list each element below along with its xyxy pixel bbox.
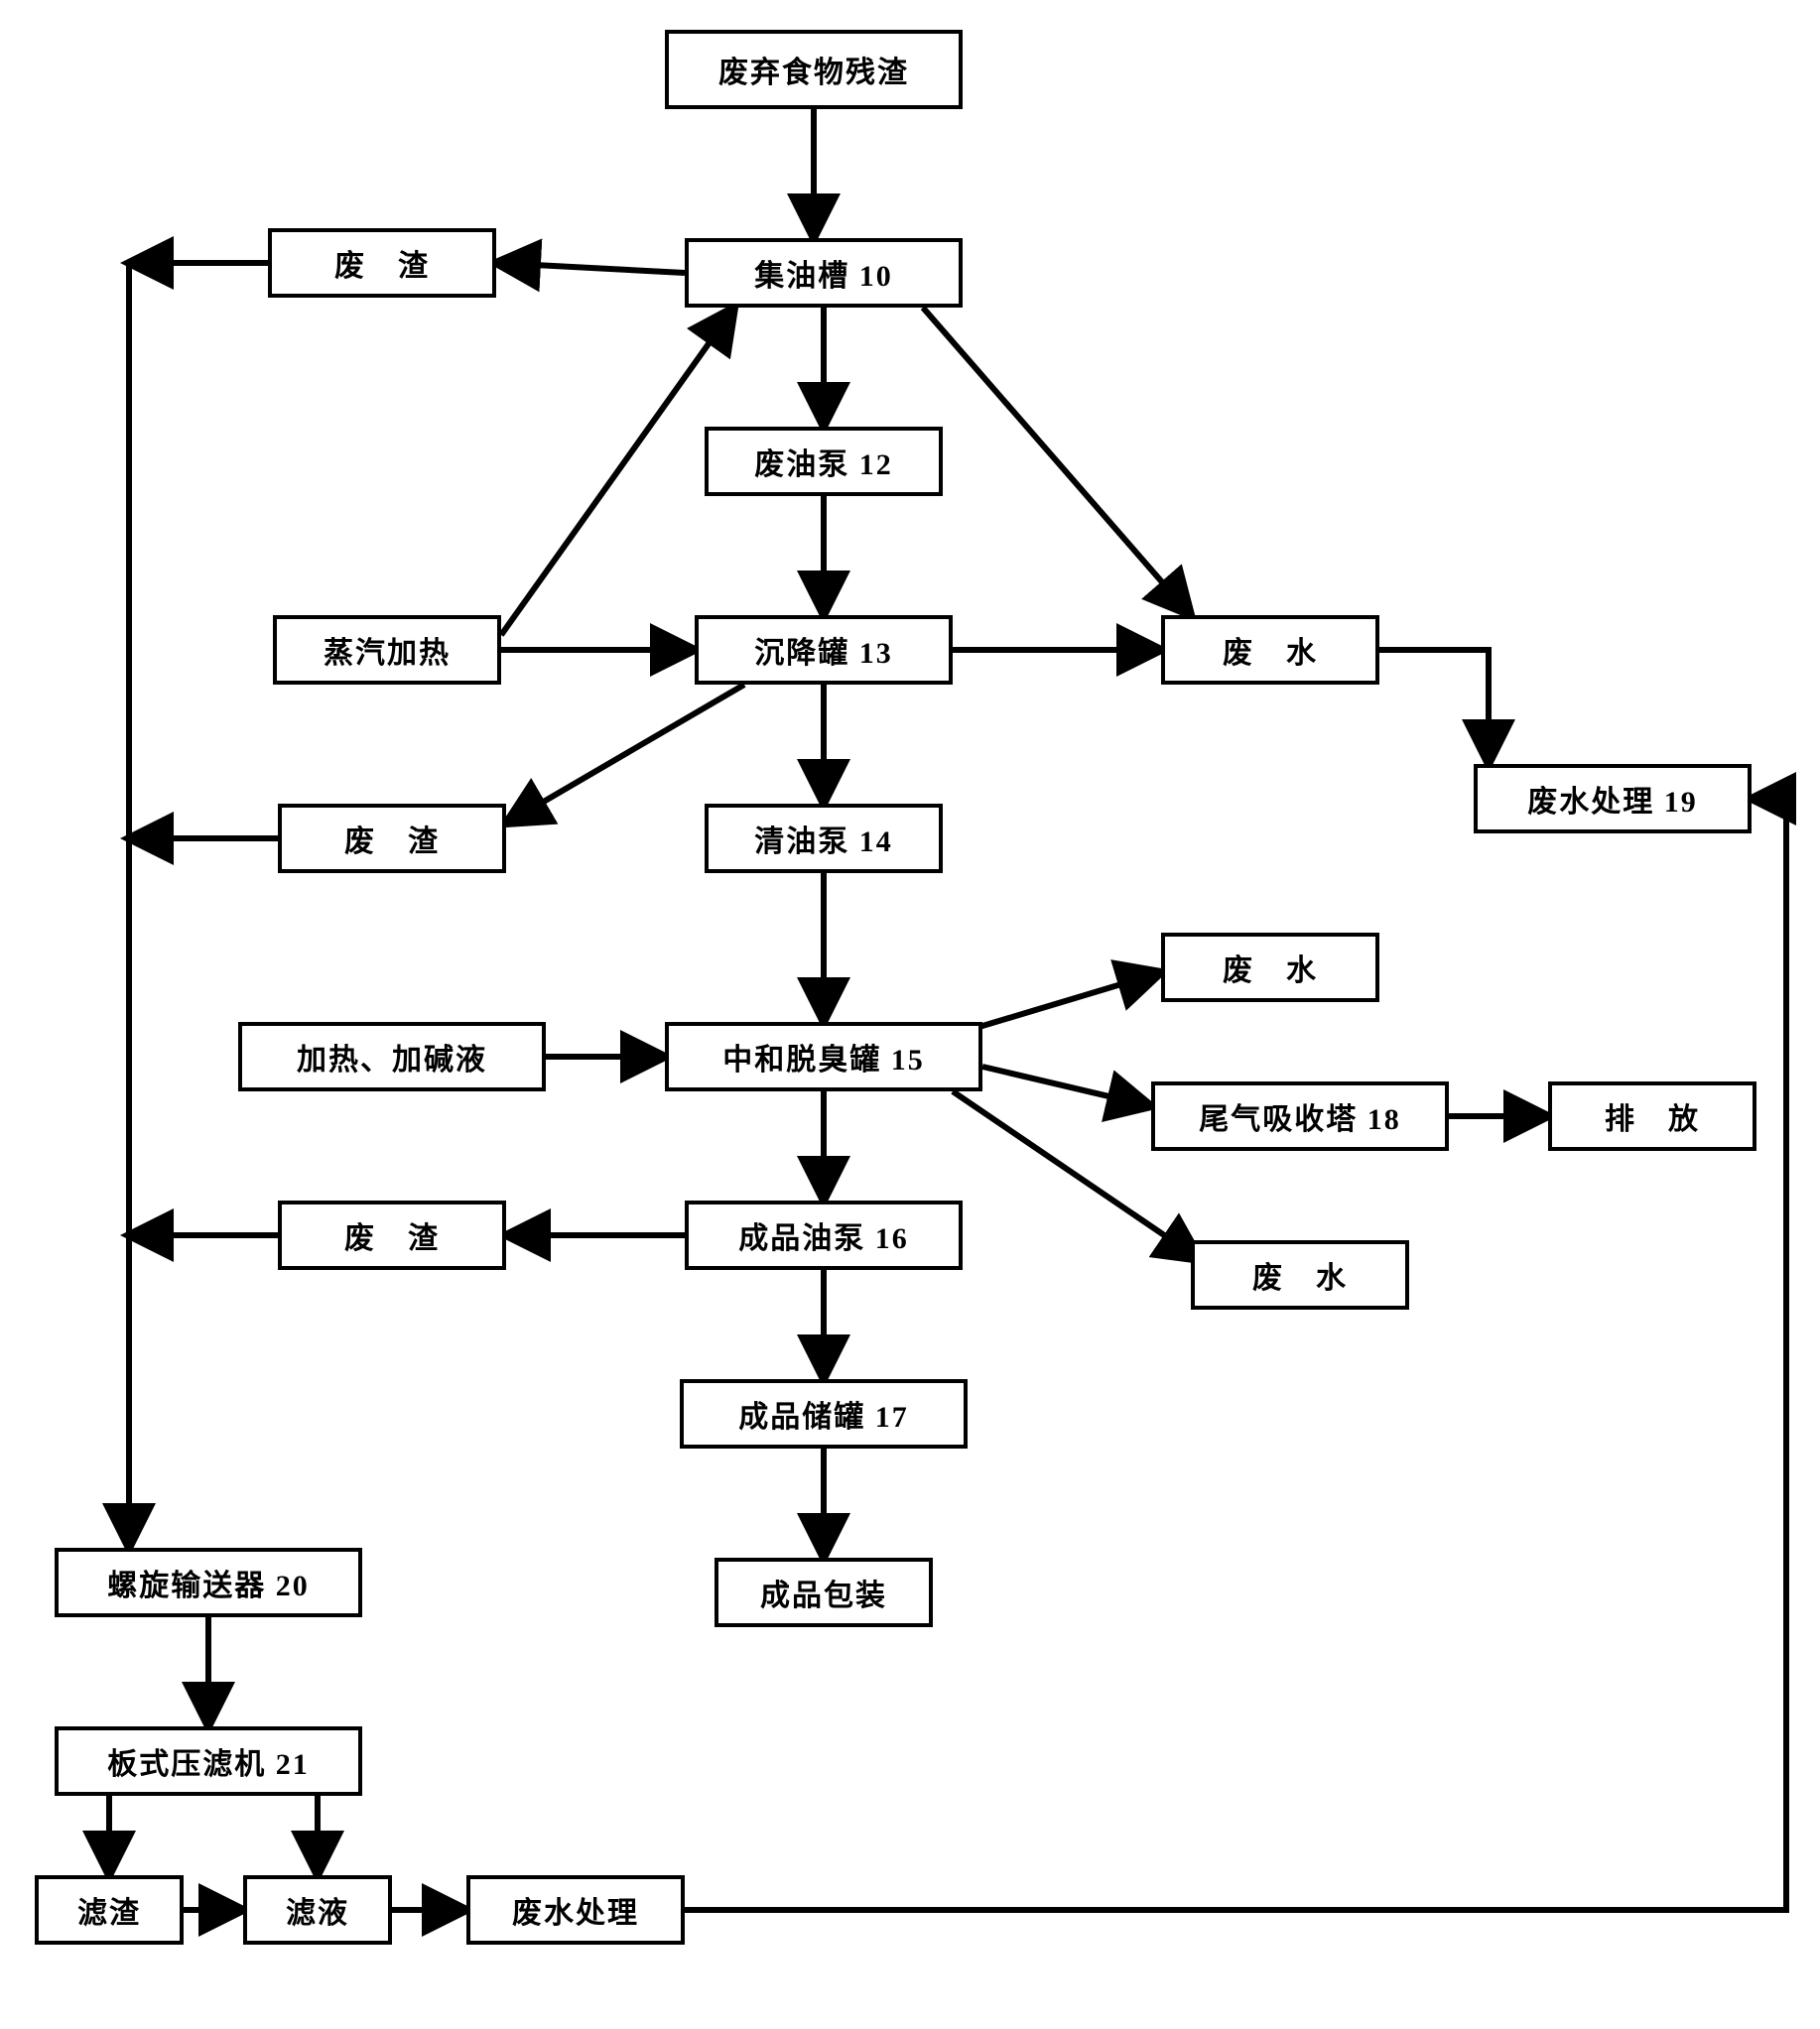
node-label: 废水处理 (512, 1888, 639, 1932)
node-label: 废 渣 (344, 817, 440, 860)
node-label: 废 渣 (334, 241, 430, 285)
node-n-pack: 成品包装 (715, 1558, 933, 1627)
node-n-wwt19: 废水处理 19 (1474, 764, 1752, 833)
node-label: 滤渣 (77, 1888, 141, 1932)
node-n-pump12: 废油泵 12 (705, 427, 943, 496)
node-label: 成品油泵 16 (738, 1213, 909, 1257)
node-label: 废油泵 12 (754, 440, 893, 483)
node-label: 废 渣 (344, 1213, 440, 1257)
node-n-ww3: 废 水 (1191, 1240, 1409, 1310)
node-label: 集油槽 10 (754, 251, 893, 295)
edge-n-steam-n-tank10 (501, 308, 734, 635)
edge-n-tank10-n-ww1 (923, 308, 1191, 615)
node-label: 排 放 (1605, 1094, 1700, 1138)
node-label: 成品包装 (760, 1571, 887, 1614)
node-label: 滤液 (286, 1888, 349, 1932)
node-label: 沉降罐 13 (754, 628, 893, 672)
node-n-filtrate: 滤液 (243, 1875, 392, 1945)
edge-n-tank15-n-ww2 (963, 972, 1161, 1032)
node-n-tank13: 沉降罐 13 (695, 615, 953, 685)
node-label: 加热、加碱液 (297, 1035, 487, 1078)
node-n-discharge: 排 放 (1548, 1081, 1756, 1151)
edge-n-tank13-n-waste2 (506, 685, 744, 824)
node-label: 废 水 (1223, 628, 1318, 672)
node-n-pump14: 清油泵 14 (705, 804, 943, 873)
node-label: 板式压滤机 21 (107, 1739, 310, 1783)
node-n-conv20: 螺旋输送器 20 (55, 1548, 362, 1617)
node-n-pump16: 成品油泵 16 (685, 1201, 963, 1270)
node-label: 废 水 (1252, 1253, 1348, 1297)
node-label: 废 水 (1223, 946, 1318, 989)
node-label: 清油泵 14 (754, 817, 893, 860)
edge-n-tank15-n-tower18 (982, 1067, 1151, 1106)
node-n-waste1: 废 渣 (268, 228, 496, 298)
node-n-waste3: 废 渣 (278, 1201, 506, 1270)
node-n-tower18: 尾气吸收塔 18 (1151, 1081, 1449, 1151)
node-n-tank17: 成品储罐 17 (680, 1379, 968, 1449)
node-n-heat-alkali: 加热、加碱液 (238, 1022, 546, 1091)
node-n-tank15: 中和脱臭罐 15 (665, 1022, 982, 1091)
node-n-press21: 板式压滤机 21 (55, 1726, 362, 1796)
node-label: 中和脱臭罐 15 (722, 1035, 925, 1078)
node-label: 螺旋输送器 20 (107, 1561, 310, 1604)
edge-n-ww1-n-wwt19 (1379, 650, 1489, 764)
node-n-tank10: 集油槽 10 (685, 238, 963, 308)
node-n-steam: 蒸汽加热 (273, 615, 501, 685)
node-n-input: 废弃食物残渣 (665, 30, 963, 109)
node-n-residue: 滤渣 (35, 1875, 184, 1945)
node-label: 尾气吸收塔 18 (1199, 1094, 1401, 1138)
flowchart-canvas: 废弃食物残渣废 渣集油槽 10废油泵 12蒸汽加热沉降罐 13废 水废水处理 1… (0, 0, 1820, 2029)
node-label: 成品储罐 17 (738, 1392, 909, 1436)
node-label: 蒸汽加热 (324, 628, 451, 672)
node-n-waste2: 废 渣 (278, 804, 506, 873)
node-label: 废弃食物残渣 (718, 48, 909, 91)
node-n-wwt2: 废水处理 (466, 1875, 685, 1945)
node-n-ww2: 废 水 (1161, 933, 1379, 1002)
node-n-ww1: 废 水 (1161, 615, 1379, 685)
edge-n-tank10-n-waste1 (496, 263, 685, 273)
node-label: 废水处理 19 (1527, 777, 1698, 821)
